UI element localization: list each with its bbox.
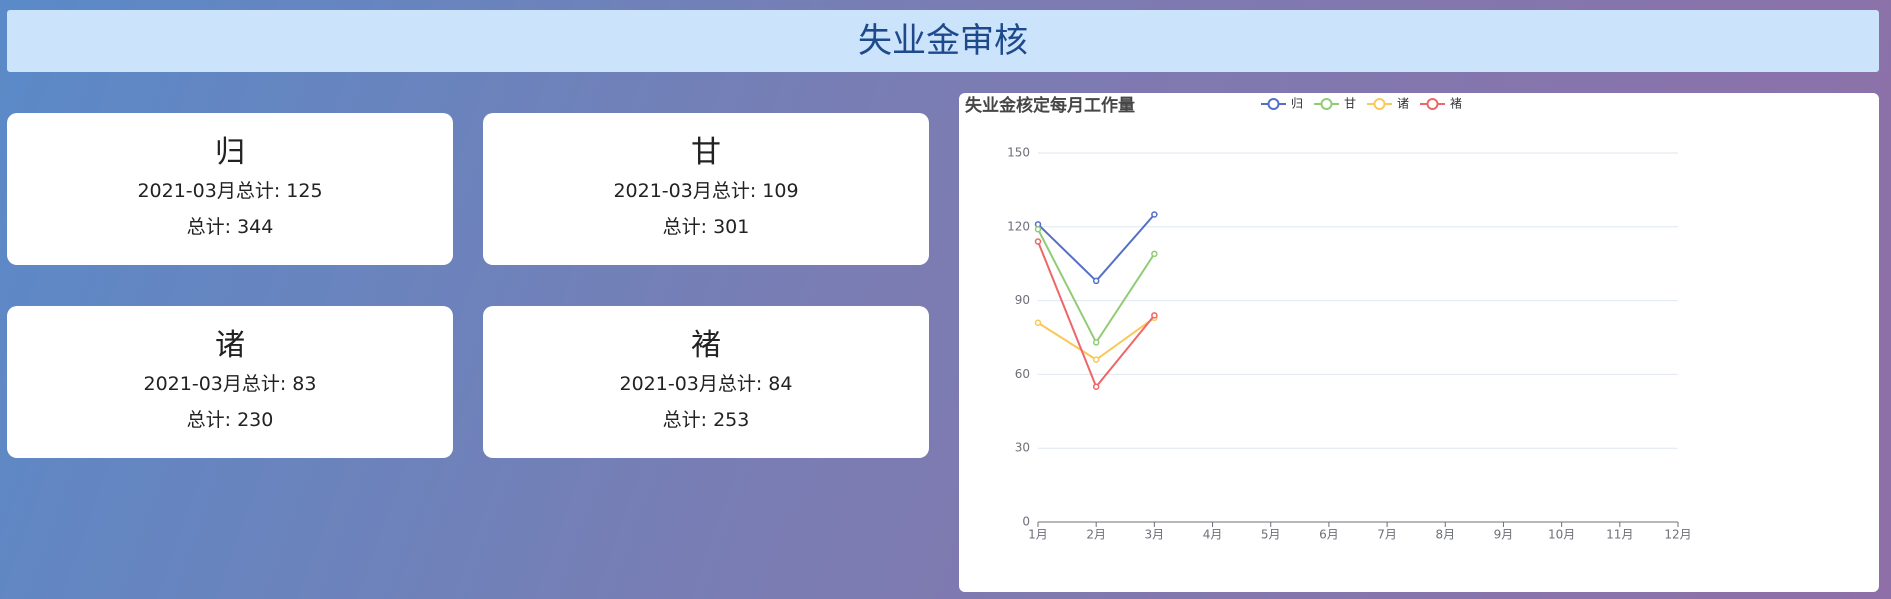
legend-label: 归 — [1291, 97, 1303, 111]
legend-label: 甘 — [1344, 97, 1356, 111]
point — [1151, 250, 1158, 258]
y-tick-label: 0 — [1022, 515, 1030, 529]
card-name: 诸 — [215, 328, 245, 363]
x-tick-label: 9月 — [1494, 528, 1514, 542]
legend-marker — [1426, 98, 1439, 110]
series-line — [1037, 317, 1155, 361]
legend-marker — [1320, 98, 1333, 110]
point — [1151, 211, 1158, 218]
card-month-total: 2021-03月总计: 125 — [137, 180, 323, 202]
point — [1034, 238, 1042, 245]
card-month-total: 2021-03月总计: 109 — [613, 180, 799, 202]
card-name: 甘 — [691, 135, 721, 170]
y-tick-label: 150 — [1007, 146, 1030, 160]
series-line — [1037, 213, 1156, 283]
point — [1092, 356, 1100, 363]
x-tick-label: 7月 — [1377, 528, 1397, 542]
card-month-total: 2021-03月总计: 83 — [143, 373, 317, 395]
x-tick-label: 10月 — [1548, 528, 1575, 542]
y-tick-label: 90 — [1015, 293, 1030, 307]
x-tick-label: 1月 — [1028, 528, 1048, 542]
card-name: 褚 — [691, 328, 721, 363]
card: 归 2021-03月总计: 125 总计: 344 — [7, 113, 453, 265]
legend-item: 褚 — [1420, 97, 1462, 111]
card-total: 总计: 230 — [186, 409, 274, 431]
chart-panel: 失业金核定每月工作量 0 30 60 90 120 150 1月 2月 3月 4月 5月 6月 7月 8月… — [959, 93, 1879, 592]
x-tick-label: 12月 — [1664, 528, 1691, 542]
card: 甘 2021-03月总计: 109 总计: 301 — [483, 113, 929, 265]
x-tick-label: 8月 — [1435, 528, 1455, 542]
point — [1092, 339, 1100, 346]
y-tick-label: 120 — [1007, 219, 1030, 233]
point — [1092, 383, 1100, 390]
legend-item: 甘 — [1314, 97, 1356, 111]
point — [1151, 312, 1158, 319]
card-total: 总计: 344 — [186, 216, 274, 238]
chart-title: 失业金核定每月工作量 — [965, 95, 1135, 116]
legend-item: 归 — [1261, 97, 1303, 111]
card-name: 归 — [215, 135, 245, 170]
chart: 失业金核定每月工作量 0 30 60 90 120 150 1月 2月 3月 4月 5月 6月 7月 8月… — [965, 95, 1692, 542]
x-tick-label: 2月 — [1086, 528, 1106, 542]
point — [1034, 319, 1042, 326]
x-tick-label: 11月 — [1606, 528, 1633, 542]
legend-label: 诸 — [1397, 97, 1409, 111]
header-title: 失业金审核 — [7, 10, 1879, 72]
x-tick-label: 4月 — [1203, 528, 1223, 542]
x-tick-label: 6月 — [1319, 528, 1339, 542]
card-month-total: 2021-03月总计: 84 — [619, 373, 793, 395]
legend-label: 褚 — [1450, 97, 1462, 111]
x-tick-label: 5月 — [1261, 528, 1281, 542]
legend-marker — [1267, 98, 1280, 110]
card: 诸 2021-03月总计: 83 总计: 230 — [7, 306, 453, 458]
point — [1092, 277, 1100, 285]
card: 褚 2021-03月总计: 84 总计: 253 — [483, 306, 929, 458]
card-total: 总计: 253 — [662, 409, 750, 431]
legend-item: 诸 — [1367, 97, 1409, 111]
legend-marker — [1373, 98, 1386, 110]
x-tick-label: 3月 — [1145, 528, 1165, 542]
y-tick-label: 30 — [1015, 441, 1030, 455]
point — [1034, 226, 1042, 233]
card-total: 总计: 301 — [662, 216, 750, 238]
y-tick-label: 60 — [1015, 367, 1030, 381]
